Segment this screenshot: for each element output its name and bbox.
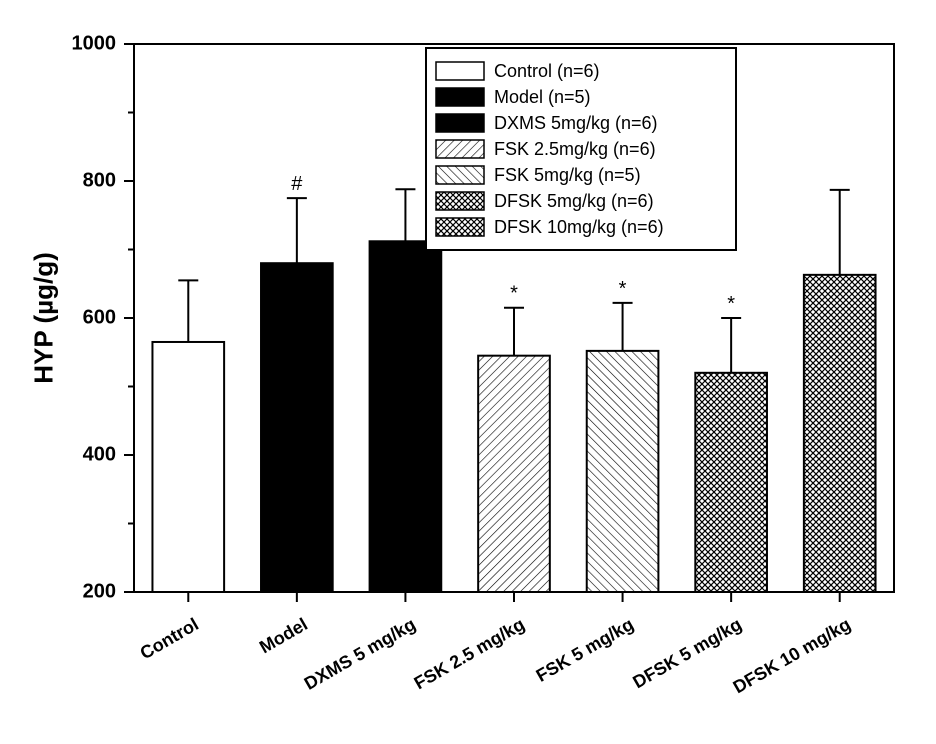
legend-swatch [436,88,484,106]
y-tick-label: 1000 [72,32,117,54]
bar [370,241,442,592]
bar [261,263,333,592]
y-tick-label: 800 [83,169,116,191]
bar-annotation: * [619,278,627,300]
legend-label: DFSK 10mg/kg (n=6) [494,217,664,237]
legend-swatch [436,140,484,158]
legend-label: Control (n=6) [494,61,600,81]
bar [478,356,550,592]
legend-swatch [436,192,484,210]
y-tick-label: 400 [83,443,116,465]
bar-annotation: # [291,173,303,195]
legend-swatch [436,218,484,236]
bar-annotation: * [510,283,518,305]
legend-swatch [436,114,484,132]
chart-svg: 200 400 600 800 1000 # * * * Control (n=6) Model (… [0,0,936,744]
bar [804,275,876,592]
legend-label: FSK 5mg/kg (n=5) [494,165,641,185]
chart-container: 200 400 600 800 1000 # * * * Control (n=6) Model (… [0,0,936,744]
y-axis-title: HYP (µg/g) [29,252,60,384]
bar [587,351,659,592]
y-tick-label: 200 [83,580,116,602]
bar [695,373,767,592]
legend-label: DFSK 5mg/kg (n=6) [494,191,654,211]
legend-label: FSK 2.5mg/kg (n=6) [494,139,656,159]
legend-swatch [436,62,484,80]
legend-swatch [436,166,484,184]
legend-label: Model (n=5) [494,87,591,107]
bar [152,342,224,592]
bar-annotation: * [727,293,735,315]
y-tick-label: 600 [83,306,116,328]
legend-label: DXMS 5mg/kg (n=6) [494,113,658,133]
